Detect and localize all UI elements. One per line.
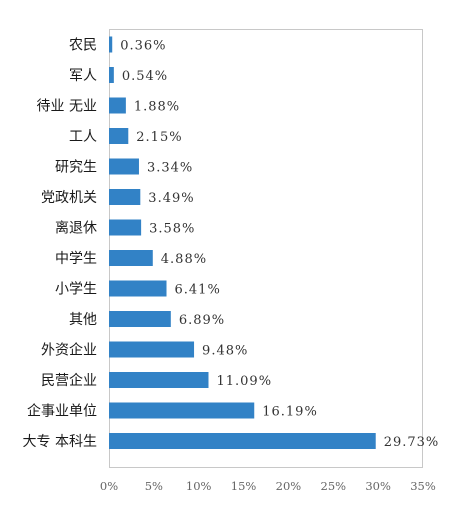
value-label: 29.73% [384, 435, 440, 450]
bar [109, 97, 126, 114]
category-label: 民营企业 [41, 372, 97, 389]
category-label: 工人 [69, 129, 97, 145]
x-tick-label: 5% [145, 479, 163, 493]
value-label: 9.48% [202, 344, 248, 359]
bar [109, 36, 113, 53]
value-label: 11.09% [216, 374, 272, 389]
category-label: 党政机关 [41, 190, 97, 206]
category-label: 离退休 [55, 220, 97, 237]
value-label-group: 0.36% 0.54% 1.88% 2.15% 3.34% 3.49% 3.58% 4.88%… [120, 39, 440, 451]
category-label: 外资企业 [41, 342, 97, 359]
bar [109, 189, 141, 205]
value-label: 0.36% [120, 39, 166, 54]
category-label: 研究生 [55, 160, 97, 176]
bar [109, 372, 209, 388]
category-label: 中学生 [55, 251, 97, 267]
value-label: 16.19% [262, 405, 318, 420]
bar [109, 341, 195, 358]
x-tick-label: 10% [186, 479, 212, 493]
value-label: 2.15% [136, 130, 182, 145]
category-label: 待业 无业 [37, 99, 97, 115]
value-label: 3.49% [148, 191, 194, 206]
bar [109, 128, 129, 144]
value-label: 6.41% [175, 283, 221, 298]
category-label: 大专 本科生 [23, 434, 97, 450]
x-tick-label: 30% [365, 479, 391, 493]
bar [109, 311, 171, 327]
bar [109, 402, 255, 419]
bar [109, 280, 167, 297]
bar [109, 219, 142, 236]
bar [109, 67, 114, 83]
category-label: 企事业单位 [27, 403, 97, 420]
x-axis: 0% 5% 10% 15% 20% 25% 30% 35% [100, 479, 436, 493]
value-label: 3.58% [149, 222, 195, 237]
category-label: 其他 [69, 312, 97, 328]
x-tick-label: 0% [100, 479, 118, 493]
bar [109, 158, 139, 175]
value-label: 4.88% [161, 252, 207, 267]
value-label: 3.34% [147, 161, 193, 176]
x-tick-label: 25% [321, 479, 347, 493]
value-label: 6.89% [179, 313, 225, 328]
x-tick-label: 35% [410, 479, 436, 493]
bar [109, 250, 153, 266]
x-tick-label: 20% [276, 479, 302, 493]
category-label: 农民 [69, 38, 97, 54]
value-label: 1.88% [134, 100, 180, 115]
value-label: 0.54% [122, 69, 168, 84]
bar-group [109, 36, 376, 449]
category-label: 小学生 [55, 282, 97, 298]
category-label: 军人 [69, 68, 97, 84]
bar [109, 433, 376, 449]
x-tick-label: 15% [231, 479, 257, 493]
plot-area-frame [109, 29, 423, 468]
